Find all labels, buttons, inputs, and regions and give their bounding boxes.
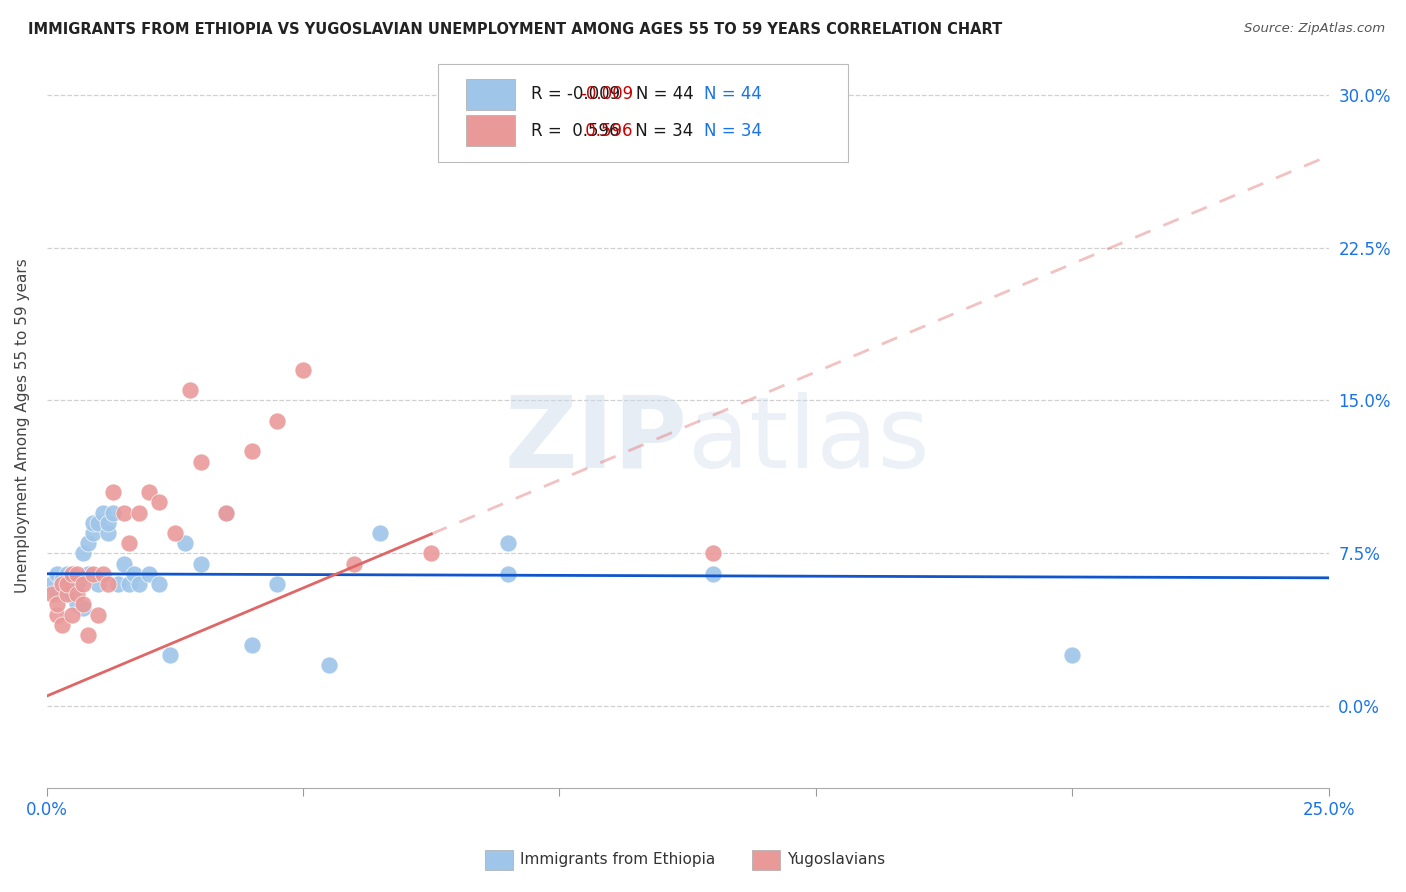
Point [138, 485, 160, 500]
Point [163, 526, 186, 541]
Point [190, 557, 212, 571]
Point [56, 577, 79, 591]
FancyBboxPatch shape [465, 115, 515, 146]
Point [41, 577, 63, 591]
Text: Source: ZipAtlas.com: Source: ZipAtlas.com [1244, 22, 1385, 36]
Point [103, 506, 125, 520]
Point [66, 598, 89, 612]
Text: Immigrants from Ethiopia: Immigrants from Ethiopia [520, 853, 716, 867]
Point [51, 577, 73, 591]
Point [118, 536, 141, 550]
Point [368, 526, 391, 541]
FancyBboxPatch shape [465, 79, 515, 110]
Point [420, 546, 443, 560]
Point [56, 566, 79, 581]
Point [87, 577, 110, 591]
Point [51, 617, 73, 632]
Point [215, 506, 238, 520]
Point [97, 526, 120, 541]
Text: 0.596: 0.596 [579, 121, 633, 140]
Text: R = -0.009   N = 44: R = -0.009 N = 44 [531, 86, 695, 103]
Point [76, 566, 98, 581]
Point [72, 601, 94, 615]
Point [240, 444, 263, 458]
Point [97, 577, 120, 591]
Point [118, 577, 141, 591]
Point [128, 506, 150, 520]
Point [91, 506, 114, 520]
Point [66, 577, 89, 591]
Point [159, 648, 181, 663]
Point [72, 577, 94, 591]
Point [51, 581, 73, 595]
Point [56, 587, 79, 601]
Point [66, 566, 89, 581]
Point [122, 566, 145, 581]
Point [215, 506, 238, 520]
Point [343, 557, 366, 571]
Point [112, 506, 135, 520]
Point [72, 598, 94, 612]
Y-axis label: Unemployment Among Ages 55 to 59 years: Unemployment Among Ages 55 to 59 years [15, 259, 30, 593]
Point [702, 566, 724, 581]
Point [87, 516, 110, 530]
Point [318, 658, 340, 673]
Point [496, 566, 519, 581]
Text: R =  0.596   N = 34: R = 0.596 N = 34 [531, 121, 693, 140]
Point [45, 566, 67, 581]
Point [51, 573, 73, 587]
Point [496, 536, 519, 550]
Point [60, 607, 83, 622]
Text: IMMIGRANTS FROM ETHIOPIA VS YUGOSLAVIAN UNEMPLOYMENT AMONG AGES 55 TO 59 YEARS C: IMMIGRANTS FROM ETHIOPIA VS YUGOSLAVIAN … [28, 22, 1002, 37]
Point [190, 455, 212, 469]
Point [266, 577, 288, 591]
Point [60, 587, 83, 601]
Point [266, 414, 288, 428]
Point [138, 566, 160, 581]
Point [148, 577, 170, 591]
Point [82, 516, 104, 530]
Point [292, 363, 315, 377]
Point [66, 587, 89, 601]
Point [174, 536, 197, 550]
Point [60, 577, 83, 591]
Text: ZIP: ZIP [505, 392, 688, 489]
Point [107, 577, 129, 591]
Point [45, 587, 67, 601]
Text: -0.009: -0.009 [579, 86, 633, 103]
FancyBboxPatch shape [437, 64, 848, 161]
Point [82, 566, 104, 581]
Point [1062, 648, 1084, 663]
Point [60, 566, 83, 581]
Point [51, 577, 73, 591]
Point [72, 546, 94, 560]
Point [91, 566, 114, 581]
Text: N = 34: N = 34 [704, 121, 762, 140]
Point [76, 628, 98, 642]
Text: Yugoslavians: Yugoslavians [787, 853, 886, 867]
Point [148, 495, 170, 509]
Text: atlas: atlas [688, 392, 929, 489]
Point [702, 546, 724, 560]
Point [128, 577, 150, 591]
Text: N = 44: N = 44 [704, 86, 762, 103]
Point [240, 638, 263, 652]
Point [97, 516, 120, 530]
Point [76, 536, 98, 550]
Point [87, 607, 110, 622]
Point [56, 577, 79, 591]
Point [179, 384, 201, 398]
Point [112, 557, 135, 571]
Point [45, 598, 67, 612]
Point [103, 485, 125, 500]
Point [41, 587, 63, 601]
Point [82, 526, 104, 541]
Point [45, 607, 67, 622]
Point [60, 566, 83, 581]
